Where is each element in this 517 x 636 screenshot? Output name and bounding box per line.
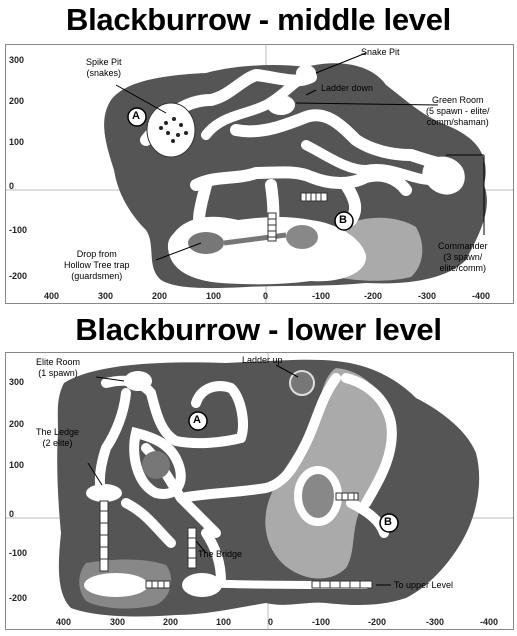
- y-tick-200: 200: [9, 419, 25, 429]
- x-tick-neg100: -100: [312, 291, 331, 301]
- y-tick-0: 0: [9, 181, 15, 191]
- y-tick-neg100: -100: [9, 225, 28, 235]
- label-the-bridge: The Bridge: [198, 549, 243, 559]
- x-tick-neg200: -200: [364, 291, 383, 301]
- y-tick-neg100: -100: [9, 548, 28, 558]
- marker-b-label: B: [339, 214, 347, 226]
- x-tick-300: 300: [110, 617, 126, 627]
- x-tick-400: 400: [56, 617, 72, 627]
- middle-level-map: A B 300 200 100 0 -100 -200 400 300 200 …: [5, 44, 514, 304]
- marker-b: [379, 513, 399, 533]
- label-green-room: Green Room (5 spawn - elite/ comm/shaman…: [426, 95, 490, 127]
- lower-left-chamber: [84, 573, 148, 597]
- label-commander: Commander (3 spawn/ elite/comm): [438, 241, 488, 273]
- elite-room: [124, 371, 152, 391]
- label-spike-pit: Spike Pit (snakes): [86, 57, 122, 78]
- marker-a: [127, 107, 147, 127]
- x-tick-neg100: -100: [312, 617, 331, 627]
- marker-b: [334, 211, 354, 231]
- ladder-bridge: [267, 192, 328, 242]
- middle-level-title: Blackburrow - middle level: [66, 2, 451, 37]
- label-leader-lines: [87, 364, 391, 586]
- ladder-up-pool: [289, 370, 315, 396]
- x-tick-200: 200: [152, 291, 168, 301]
- x-tick-neg400: -400: [472, 291, 491, 301]
- label-the-ledge: The Ledge (2 elite): [36, 427, 80, 448]
- y-tick-300: 300: [9, 377, 25, 387]
- x-tick-300: 300: [98, 291, 114, 301]
- middle-level-map-canvas: [6, 45, 513, 303]
- lower-level-map-canvas: [6, 353, 513, 629]
- lower-level-title: Blackburrow - lower level: [75, 312, 442, 347]
- x-tick-0: 0: [268, 617, 274, 627]
- ladders: [99, 492, 373, 589]
- marker-a-label: A: [132, 110, 140, 122]
- lower-level-map: A B 300 200 100 0 -100 -200 400 300 200 …: [5, 352, 514, 630]
- label-ladder-up: Ladder up: [242, 355, 283, 365]
- x-tick-200: 200: [163, 617, 179, 627]
- tunnel-network: [94, 373, 397, 589]
- the-ledge: [86, 484, 122, 502]
- y-tick-200: 200: [9, 96, 25, 106]
- y-tick-100: 100: [9, 137, 25, 147]
- y-tick-300: 300: [9, 55, 25, 65]
- drop-trap-zone: [188, 232, 224, 254]
- commander-room: [422, 156, 465, 195]
- x-tick-neg300: -300: [426, 617, 445, 627]
- green-room: [267, 95, 295, 115]
- lower-pool: [286, 225, 318, 249]
- x-tick-400: 400: [44, 291, 60, 301]
- label-snake-pit: Snake Pit: [361, 47, 400, 57]
- snake-pit-room: [296, 65, 316, 81]
- y-tick-100: 100: [9, 460, 25, 470]
- ring-chamber: [294, 466, 342, 526]
- x-tick-100: 100: [216, 617, 232, 627]
- y-tick-neg200: -200: [9, 271, 28, 281]
- marker-a: [188, 411, 208, 431]
- label-elite-room: Elite Room (1 spawn): [36, 357, 81, 378]
- x-tick-neg300: -300: [418, 291, 437, 301]
- label-ladder-down: Ladder down: [321, 83, 374, 93]
- x-tick-100: 100: [206, 291, 222, 301]
- lower-middle-chamber: [182, 573, 222, 597]
- x-tick-neg200: -200: [368, 617, 387, 627]
- central-loop: [129, 426, 186, 499]
- spike-pit-snakes: [159, 117, 188, 143]
- y-tick-neg200: -200: [9, 593, 28, 603]
- label-drop-trap: Drop from Hollow Tree trap (guardsmen): [64, 249, 130, 281]
- marker-b-label: B: [384, 516, 392, 528]
- y-tick-0: 0: [9, 509, 15, 519]
- central-pit: [142, 451, 170, 479]
- x-tick-neg400: -400: [480, 617, 499, 627]
- x-tick-0: 0: [263, 291, 269, 301]
- label-leader-lines: [115, 52, 485, 261]
- label-to-upper-level: To upper Level: [394, 580, 454, 590]
- spike-pit-room: [146, 102, 196, 158]
- marker-a-label: A: [193, 414, 201, 426]
